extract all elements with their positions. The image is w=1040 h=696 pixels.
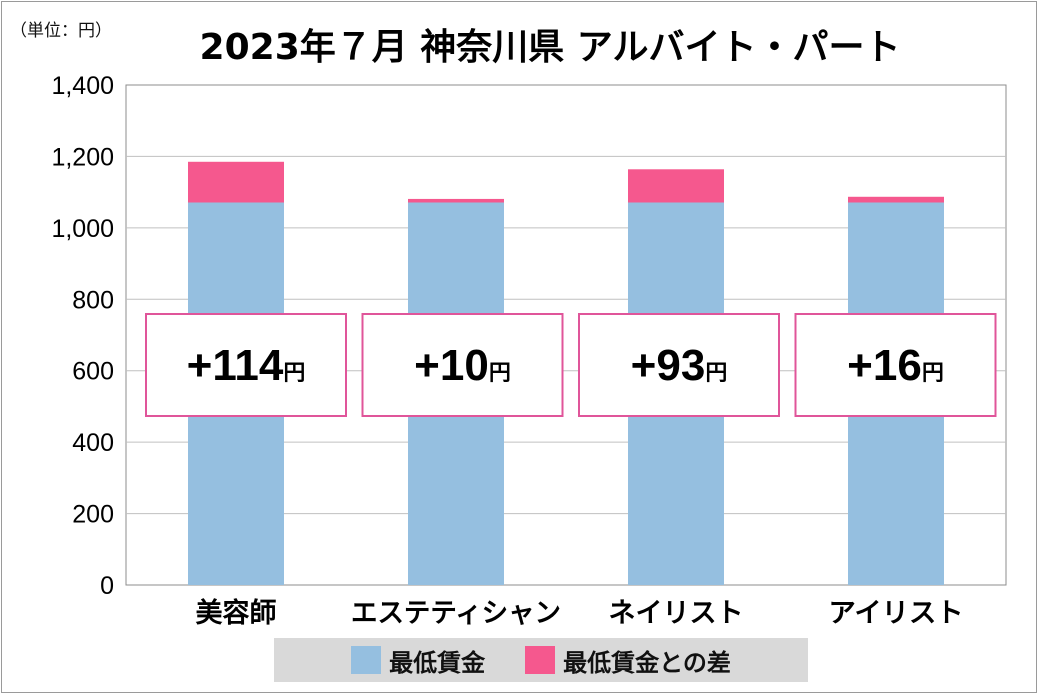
annotation-value: +93: [631, 341, 706, 390]
y-tick-label: 1,000: [51, 215, 114, 243]
x-tick-label: エステティシャン: [351, 598, 561, 629]
bar-difference: [188, 161, 284, 203]
bar-difference: [408, 198, 504, 203]
annotation-unit: 円: [489, 361, 511, 386]
annotation-unit: 円: [705, 361, 727, 386]
bar-difference: [628, 169, 724, 203]
annotation-unit: 円: [283, 361, 305, 386]
x-tick-label: アイリスト: [829, 598, 964, 629]
annotation-value: +114: [187, 341, 284, 390]
annotation-unit: 円: [922, 361, 944, 386]
legend-item-min-wage: 最低賃金: [351, 643, 485, 678]
legend: 最低賃金 最低賃金との差: [274, 638, 808, 682]
legend-swatch-difference: [525, 646, 556, 674]
y-tick-label: 600: [72, 358, 114, 386]
y-tick-label: 400: [72, 429, 114, 457]
y-tick-label: 1,200: [51, 143, 114, 171]
legend-swatch-min-wage: [351, 646, 382, 674]
annotation-value: +10: [414, 341, 489, 390]
annotation-box: [361, 313, 564, 417]
x-tick-label: 美容師: [196, 597, 277, 629]
annotation-label: +93円: [631, 341, 728, 390]
annotation-label: +114円: [187, 341, 306, 390]
annotation-box: [794, 313, 997, 417]
unit-note: （単位：円）: [10, 21, 112, 41]
y-tick-label: 1,400: [51, 72, 114, 100]
legend-label-min-wage: 最低賃金: [389, 648, 486, 677]
annotation-value: +16: [847, 341, 922, 390]
legend-label-difference: 最低賃金との差: [563, 648, 731, 677]
y-tick-label: 0: [100, 572, 114, 600]
legend-item-difference: 最低賃金との差: [525, 643, 731, 678]
x-tick-label: ネイリスト: [609, 598, 744, 629]
plot-area: [125, 84, 1007, 586]
annotation-label: +16円: [847, 341, 944, 390]
y-tick-label: 200: [72, 501, 114, 529]
annotation-label: +10円: [414, 341, 511, 390]
annotation-box: [578, 313, 780, 417]
y-tick-label: 800: [72, 286, 114, 314]
bar-difference: [848, 196, 944, 203]
annotation-box: [145, 313, 347, 417]
chart-title: 2023年７月 神奈川県 アルバイト・パート: [199, 27, 901, 68]
